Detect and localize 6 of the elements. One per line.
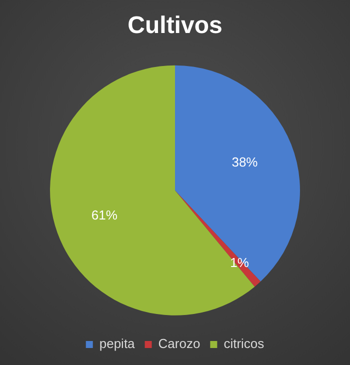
legend-label: citricos [224,336,265,352]
data-label: 61% [91,207,118,222]
chart-title: Cultivos [128,12,222,40]
data-label: 38% [232,154,258,170]
legend-label: pepita [99,336,136,352]
legend-label: Carozo [158,336,200,352]
